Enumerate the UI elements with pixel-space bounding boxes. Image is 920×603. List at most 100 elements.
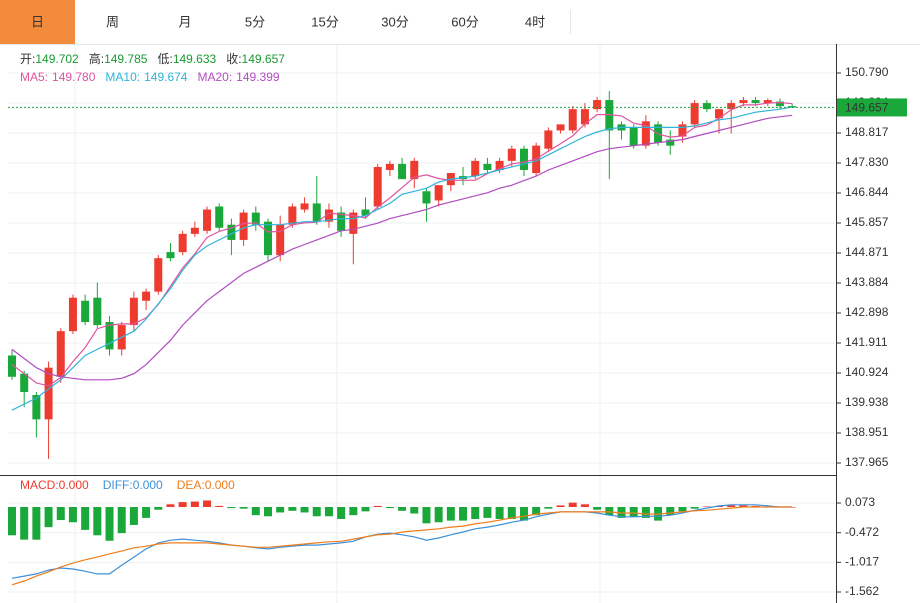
y-tick-label: 140.924	[845, 365, 889, 379]
tab-label[interactable]: 5分	[245, 14, 265, 29]
macd-bar	[519, 507, 528, 521]
macd-bar	[276, 507, 285, 513]
y-tick-label: 142.898	[845, 305, 889, 319]
macd-bar	[166, 504, 175, 508]
candle-body	[666, 139, 675, 146]
tab[interactable]	[360, 0, 430, 44]
macd-bar	[312, 507, 321, 517]
indicator-line	[11, 504, 793, 579]
candle-body	[337, 212, 346, 231]
tab-label[interactable]: 30分	[381, 14, 408, 29]
candle-body	[56, 331, 65, 377]
macd-bar	[227, 507, 236, 509]
tab-label[interactable]: 日	[31, 14, 44, 29]
macd-bar	[739, 505, 748, 508]
legend-name: DIFF:	[103, 478, 133, 492]
macd-bar	[678, 507, 687, 512]
tab-label[interactable]: 15分	[311, 14, 338, 29]
tab[interactable]	[150, 0, 220, 44]
candle-body	[32, 395, 41, 420]
macd-bar	[239, 507, 248, 509]
candle-body	[324, 209, 333, 222]
legend-name: MA5:	[20, 70, 48, 84]
candle-body	[349, 212, 358, 234]
candle-body	[190, 227, 199, 234]
macd-bar	[690, 507, 699, 509]
indicator-line	[11, 506, 793, 586]
tab[interactable]	[220, 0, 290, 44]
macd-legend: MACD:0.000 DIFF:0.000 DEA:0.000	[20, 478, 235, 492]
ohlc-value: 149.633	[173, 52, 217, 66]
candle-body	[471, 160, 480, 177]
macd-bar	[544, 507, 553, 509]
tab[interactable]	[75, 0, 150, 44]
macd-bar	[154, 507, 163, 510]
candle-body	[727, 103, 736, 110]
candle-body	[641, 121, 650, 146]
legend-name: MACD:	[20, 478, 59, 492]
indicator-line	[11, 114, 793, 381]
macd-bar	[385, 507, 394, 509]
macd-bar	[568, 502, 577, 508]
candle-body	[580, 109, 589, 125]
y-tick-label: 138.951	[845, 425, 889, 439]
candle-body	[763, 100, 772, 104]
macd-bar	[263, 507, 272, 517]
macd-bar	[605, 507, 614, 516]
legend-name: DEA:	[177, 478, 205, 492]
indicator-line	[11, 101, 793, 387]
tab[interactable]	[290, 0, 360, 44]
macd-bar	[641, 507, 650, 518]
candle-body	[519, 148, 528, 170]
candle-body	[288, 206, 297, 225]
macd-bar	[81, 507, 90, 530]
candle-body	[568, 109, 577, 131]
candle-body	[702, 103, 711, 110]
candle-body	[178, 233, 187, 253]
tab[interactable]	[0, 0, 75, 44]
y-tick-label: 146.844	[845, 185, 889, 199]
macd-bar	[361, 507, 370, 512]
candle-body	[398, 163, 407, 180]
candle-body	[544, 130, 553, 149]
macd-bar	[556, 505, 565, 508]
macd-bar	[410, 507, 419, 514]
candle-body	[605, 100, 614, 131]
macd-bar	[324, 507, 333, 517]
macd-bar	[288, 507, 297, 511]
macd-bar	[142, 507, 151, 518]
macd-bar	[422, 507, 431, 524]
macd-bar	[483, 507, 492, 518]
y-tick-label: 137.965	[845, 455, 889, 469]
candle-body	[129, 297, 138, 326]
candle-body	[373, 166, 382, 207]
candle-body	[239, 212, 248, 240]
tab-label[interactable]: 4时	[525, 14, 545, 29]
tab-label[interactable]: 月	[178, 14, 191, 29]
candle-body	[44, 367, 53, 420]
ohlc-legend: 开:149.702 高:149.785 低:149.633 收:149.657	[20, 51, 285, 66]
macd-bar	[471, 507, 480, 519]
last-price-label: 149.657	[845, 101, 889, 115]
tab-label[interactable]: 60分	[451, 14, 478, 29]
macd-bar	[178, 502, 187, 508]
tab-label[interactable]: 周	[106, 14, 119, 29]
candle-body	[300, 203, 309, 210]
candle-body	[142, 291, 151, 301]
macd-bar	[190, 501, 199, 508]
candle-body	[154, 258, 163, 292]
legend-name: MA20:	[197, 70, 232, 84]
macd-bar	[32, 507, 41, 540]
ohlc-value: 149.657	[242, 52, 286, 66]
ohlc-label: 高:	[89, 51, 104, 66]
macd-bar	[702, 506, 711, 508]
legend-value: 0.000	[59, 478, 89, 492]
macd-bar	[507, 507, 516, 519]
tab[interactable]	[500, 0, 570, 44]
macd-bar	[337, 507, 346, 519]
macd-bar	[117, 507, 126, 534]
candle-body	[690, 103, 699, 125]
tab[interactable]	[430, 0, 500, 44]
macd-bar	[532, 507, 541, 516]
